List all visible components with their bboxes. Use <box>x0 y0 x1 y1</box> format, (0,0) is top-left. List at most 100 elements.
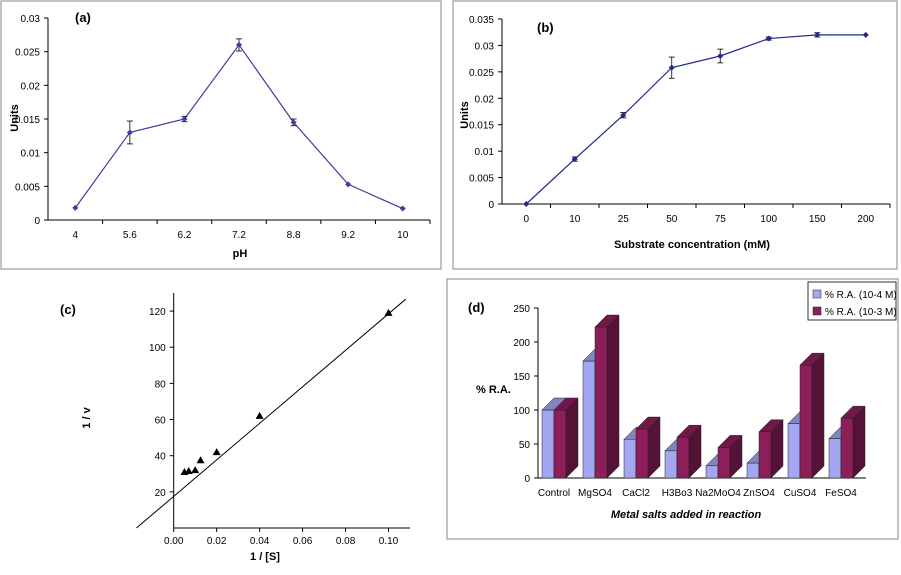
bar <box>635 428 649 479</box>
panel-a: (a) pH Units 0 0.005 0.01 0.015 0.02 0.025 0.0… <box>0 0 442 270</box>
y-tick-label: 0 <box>488 200 494 211</box>
series-line <box>74 43 403 210</box>
data-point <box>72 204 79 211</box>
y-tick-label: 0 <box>34 216 40 227</box>
lineweaver-burk-plot: (c) 1 / [S] 1 / v 20 40 60 80 100 120 0.00 0.02… <box>60 293 410 563</box>
x-tick-label: 0.06 <box>293 536 313 547</box>
panel-a-label: (a) <box>75 10 91 25</box>
x-axis-label: Substrate concentration (mM) <box>614 239 770 251</box>
legend-label: % R.A. (10-3 M) <box>825 307 897 318</box>
x-tick-label: 7.2 <box>232 230 246 241</box>
data-point <box>384 308 393 316</box>
data-point <box>620 112 627 119</box>
bar <box>623 438 637 479</box>
x-tick-label: 6.2 <box>177 230 191 241</box>
substrate-activity-chart: (b) Substrate concentration (mM) Units 0… <box>452 0 898 270</box>
x-tick-label: 0.10 <box>379 536 399 547</box>
bar <box>664 450 678 479</box>
bar <box>787 423 801 479</box>
y-axis-label: % R.A. <box>476 384 511 396</box>
data-point <box>255 411 264 419</box>
x-tick-label: FeSO4 <box>825 488 857 499</box>
y-axis-label: 1 / v <box>81 406 93 428</box>
x-tick-label: 9.2 <box>341 230 355 241</box>
x-tick-label: 0 <box>523 214 529 225</box>
bar <box>758 431 772 479</box>
data-point <box>236 41 242 48</box>
bar-side <box>729 434 743 479</box>
x-tick-label: 0.02 <box>207 536 227 547</box>
metal-salts-chart: (d) Metal salts added in reaction % R.A.… <box>446 278 899 540</box>
y-tick-label: 0.02 <box>475 94 495 105</box>
data-point <box>814 31 821 38</box>
series-line <box>525 34 866 205</box>
legend-label: % R.A. (10-4 M) <box>825 290 897 301</box>
x-axis-label: 1 / [S] <box>250 551 280 563</box>
bar <box>746 462 760 479</box>
y-tick-label: 0.035 <box>469 15 494 26</box>
legend-box <box>807 281 897 321</box>
x-tick-label: 50 <box>666 214 678 225</box>
bar <box>676 436 690 479</box>
y-tick-label: 60 <box>155 416 167 427</box>
bar <box>828 438 842 479</box>
y-tick-label: 0 <box>524 474 530 485</box>
bar-side <box>565 397 579 479</box>
y-tick-label: 0.02 <box>21 81 41 92</box>
data-point <box>126 129 133 136</box>
data-point <box>571 156 578 163</box>
y-tick-label: 150 <box>513 372 530 383</box>
ph-activity-chart: (a) pH Units 0 0.005 0.01 0.015 0.02 0.025 0.0… <box>0 0 442 270</box>
y-tick-label: 0.005 <box>15 182 40 193</box>
bar <box>705 465 719 479</box>
x-tick-label: 150 <box>809 214 826 225</box>
regression-line <box>136 298 407 529</box>
x-tick-label: ZnSO4 <box>743 488 775 499</box>
y-tick-label: 40 <box>155 452 167 463</box>
x-tick-label: 100 <box>760 214 777 225</box>
bar <box>541 409 555 479</box>
bar <box>840 417 854 479</box>
data-point <box>668 64 675 71</box>
x-tick-label: 200 <box>857 214 874 225</box>
panel-d-label: (d) <box>468 300 485 315</box>
y-tick-label: 80 <box>155 379 167 390</box>
bar <box>717 447 731 479</box>
bar <box>582 360 596 479</box>
y-tick-label: 100 <box>513 406 530 417</box>
panel-d-frame <box>446 278 899 540</box>
x-tick-label: MgSO4 <box>578 488 612 499</box>
y-tick-label: 20 <box>155 488 167 499</box>
bar <box>553 409 567 479</box>
bar-side <box>811 352 825 479</box>
y-axis-label: Units <box>9 104 21 132</box>
y-tick-label: 120 <box>149 307 166 318</box>
x-tick-label: 5.6 <box>123 230 137 241</box>
bar-side <box>606 314 620 479</box>
y-tick-label: 100 <box>149 343 166 354</box>
data-point <box>399 205 406 212</box>
y-tick-label: 0.01 <box>21 149 41 160</box>
y-tick-label: 0.025 <box>469 68 494 79</box>
y-axis-label: Units <box>459 101 471 129</box>
data-point <box>212 448 221 456</box>
y-tick-label: 0.015 <box>469 121 494 132</box>
data-point <box>765 35 772 42</box>
data-point <box>196 456 205 464</box>
x-axis-label: pH <box>233 248 248 260</box>
bar <box>799 364 813 479</box>
x-tick-label: 0.08 <box>336 536 356 547</box>
x-tick-label: Na2MoO4 <box>695 488 741 499</box>
data-point <box>181 116 188 122</box>
bar <box>594 326 608 479</box>
panel-c-label: (c) <box>60 302 76 317</box>
data-point <box>345 181 352 188</box>
y-tick-label: 0.03 <box>475 41 495 52</box>
data-point <box>717 53 724 59</box>
x-tick-label: Control <box>538 488 570 499</box>
y-tick-label: 0.015 <box>15 115 40 126</box>
y-tick-label: 0.005 <box>469 174 494 185</box>
y-tick-label: 0.01 <box>475 147 495 158</box>
y-tick-label: 250 <box>513 304 530 315</box>
panel-b: (b) Substrate concentration (mM) Units 0… <box>452 0 898 270</box>
